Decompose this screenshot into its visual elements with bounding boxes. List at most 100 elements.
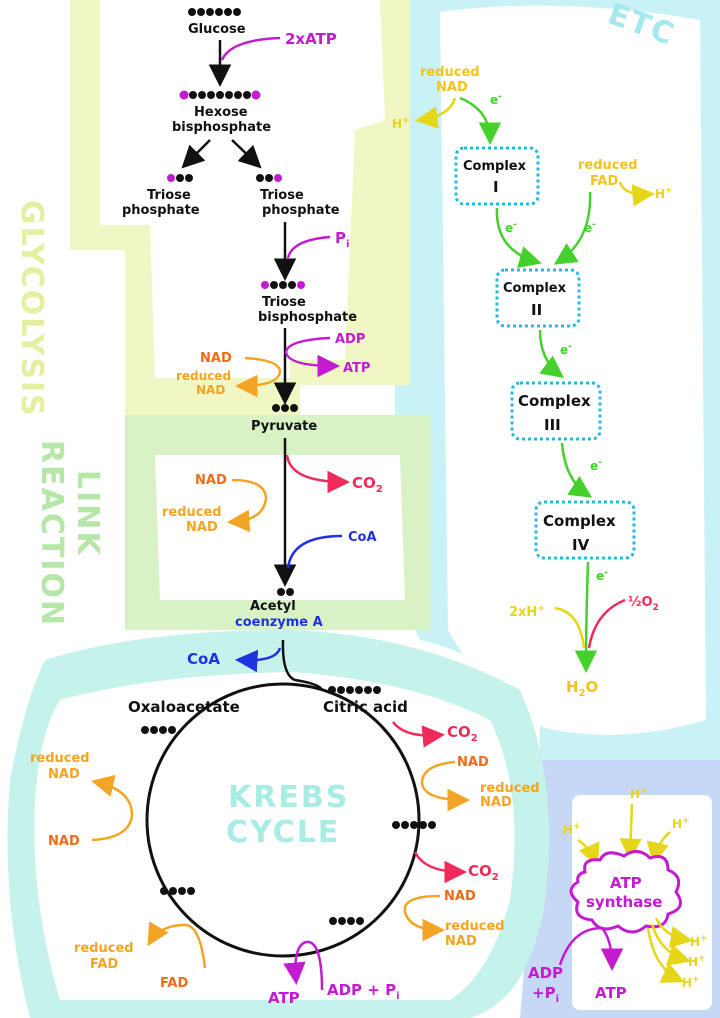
oxaloacetate-carbon-chain — [141, 726, 176, 734]
h-plus-flow-2 — [619, 803, 642, 861]
atp-input-curve — [220, 36, 281, 61]
atp-synthase: H+ H+ H+ ATP synthase ADP +Pi ATP H+ H+ … — [528, 786, 708, 1005]
hexose-to-left-triose-arrow — [181, 139, 211, 169]
etc-electron-4: e- — [560, 342, 572, 357]
adp-label: ADP — [335, 332, 365, 347]
acetyl-carbon-chain — [277, 588, 294, 596]
glycolysis-reduced-nad-label-2: NAD — [196, 383, 225, 397]
etc-electron-3: e- — [584, 220, 596, 235]
complex-4-numeral: IV — [572, 536, 590, 554]
glycolysis-nad-label: NAD — [200, 351, 232, 366]
etc-inner — [440, 5, 706, 735]
coa-output-curve — [235, 647, 282, 673]
atp-synthase-label-1: ATP — [610, 874, 642, 892]
etc-electron-6: e- — [596, 568, 608, 583]
link-reduced-nad-label-1: reduced — [162, 505, 222, 520]
etc-h-plus-right: H+ — [655, 186, 673, 201]
triose-bisphosphate-carbon-chain — [261, 281, 305, 289]
complex-2-numeral: II — [531, 301, 542, 319]
krebs-reduced-fad-label-1: reduced — [74, 941, 134, 956]
glycolysis-nad-curve — [235, 356, 282, 398]
four-carbon-chain-lower-right — [329, 917, 364, 925]
tbp-label-1: Triose — [262, 295, 306, 310]
krebs-co2-curve-a — [392, 721, 445, 748]
four-carbon-chain-lower-left — [160, 887, 195, 895]
synthase-h-plus-out-3: H+ — [682, 975, 700, 990]
water-label: H2O — [566, 678, 598, 699]
link-nad-curve — [227, 478, 268, 533]
glycolysis-pathway: Glucose 2xATP Hexose bisphosphate Triose… — [122, 8, 370, 434]
etc-electron-1: e- — [490, 92, 502, 107]
synthase-h-plus-out-2: H+ — [688, 954, 706, 969]
oxygen-curve — [587, 598, 626, 649]
krebs-reduced-fad-label-2: FAD — [90, 957, 118, 972]
atp-synthase-cloud — [569, 850, 682, 934]
two-h-plus-label: 2xH+ — [509, 604, 545, 620]
etc-reduced-fad-label-1: reduced — [578, 158, 638, 173]
krebs-cycle-ring — [145, 682, 421, 958]
pyruvate-carbon-chain — [272, 404, 298, 412]
krebs-co2-label-b: CO2 — [468, 862, 499, 883]
atp-input-label: 2xATP — [285, 30, 337, 48]
krebs-nad-curve-b — [403, 894, 445, 942]
hexose-to-right-triose-arrow — [231, 139, 262, 169]
triose-left-label-2: phosphate — [122, 203, 200, 218]
acetyl-label-2: coenzyme A — [235, 615, 323, 630]
link-section-title-1: LINK — [70, 470, 105, 557]
synthase-adp-label-1: ADP — [528, 964, 563, 982]
half-oxygen-label: ½O2 — [628, 595, 659, 613]
complex1-to-complex2-arrow — [495, 207, 542, 269]
etc-fad-to-h-curve — [618, 181, 655, 207]
synthase-atp-label: ATP — [595, 984, 627, 1002]
synthase-adp-label-2: +Pi — [532, 984, 559, 1005]
krebs-atp-label: ATP — [268, 989, 300, 1007]
link-section-title-2: REACTION — [34, 440, 69, 627]
krebs-reduced-nad-label-a-2: NAD — [480, 795, 512, 810]
link-nad-label: NAD — [195, 473, 227, 488]
etc-electron-2: e- — [505, 220, 517, 235]
synthase-h-plus-2: H+ — [630, 786, 648, 801]
complex4-to-water-arrow — [574, 561, 598, 673]
krebs-nad-curve-a — [420, 760, 470, 812]
synthase-adp-curve — [558, 926, 624, 971]
krebs-nad-label-b: NAD — [444, 889, 476, 904]
acetyl-to-citric-curve — [281, 639, 324, 691]
krebs-section-title-2: CYCLE — [226, 815, 340, 850]
h-plus-out-3 — [646, 927, 685, 983]
glycolysis-section-title: GLYCOLYSIS — [14, 200, 49, 418]
etc-reduced-nad-label-2: NAD — [436, 80, 468, 95]
krebs-co2-label-a: CO2 — [447, 723, 478, 744]
complex-3-label: Complex — [518, 392, 591, 410]
triose-right-label-1: Triose — [260, 188, 304, 203]
krebs-nad-label-a: NAD — [457, 755, 489, 770]
etc-nad-to-h-curve — [415, 97, 457, 129]
link-reaction-pathway: CO2 NAD reduced NAD CoA Acetyl coenzyme … — [162, 438, 383, 630]
oxaloacetate-label: Oxaloacetate — [128, 698, 240, 716]
triose-left-label-1: Triose — [147, 188, 191, 203]
five-carbon-chain — [392, 821, 436, 829]
etc-h-plus-left: H+ — [392, 116, 410, 131]
electron-transport-chain: reduced NAD H+ e- Complex I reduced FAD … — [392, 65, 673, 699]
tbp-label-2: bisphosphate — [258, 310, 357, 325]
synthase-h-plus-3: H+ — [672, 816, 690, 831]
pyruvate-label: Pyruvate — [251, 419, 317, 434]
complex2-to-complex3-arrow — [538, 329, 564, 379]
krebs-reduced-nad-left-2: NAD — [48, 767, 80, 782]
complex3-to-complex4-arrow — [560, 442, 593, 498]
synthase-h-plus-out-1: H+ — [690, 934, 708, 949]
complex-1-numeral: I — [493, 178, 499, 196]
etc-electron-5: e- — [590, 458, 602, 473]
krebs-nad-curve-left — [91, 774, 134, 842]
fad-to-complex2-arrow — [553, 191, 592, 265]
link-co2-curve — [285, 454, 350, 494]
krebs-atp-curve — [283, 940, 324, 991]
atp-output-label: ATP — [343, 361, 370, 376]
complex-2-box — [495, 268, 581, 328]
link-reduced-nad-label-2: NAD — [186, 520, 218, 535]
krebs-fad-curve — [147, 921, 207, 969]
adp-atp-curve — [284, 336, 340, 378]
complex-4-box — [534, 500, 636, 560]
phosphate-input-label: Pi — [335, 229, 349, 250]
complex-1-label: Complex — [463, 159, 527, 174]
